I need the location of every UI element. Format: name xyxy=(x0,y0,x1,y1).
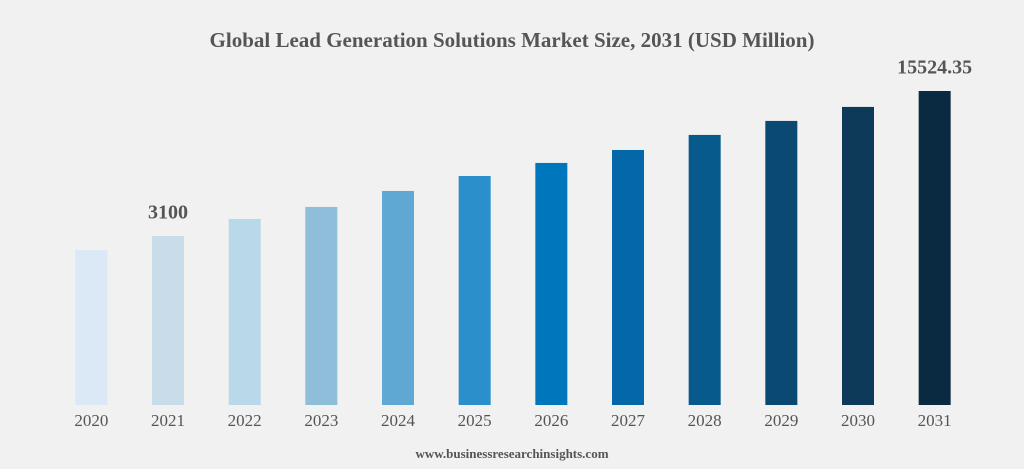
bar xyxy=(228,218,261,405)
bar xyxy=(305,206,338,405)
bar xyxy=(612,149,644,405)
x-tick-label: 2023 xyxy=(304,411,338,430)
x-tick-label: 2025 xyxy=(458,411,492,430)
x-tick-label: 2027 xyxy=(611,411,646,430)
x-tick-label: 2026 xyxy=(534,411,568,430)
chart-title: Global Lead Generation Solutions Market … xyxy=(210,28,815,52)
bar xyxy=(75,250,108,405)
bar xyxy=(842,106,874,406)
bar xyxy=(382,190,414,405)
data-label: 15524.35 xyxy=(897,57,972,79)
x-tick-label: 2028 xyxy=(688,411,722,430)
x-tick-label: 2030 xyxy=(841,411,875,430)
x-tick-label: 2029 xyxy=(764,411,798,430)
x-tick-label: 2031 xyxy=(918,411,952,430)
x-tick-label: 2024 xyxy=(381,411,416,430)
x-tick-label: 2020 xyxy=(74,411,108,430)
x-tick-label: 2021 xyxy=(151,411,185,430)
bar xyxy=(918,91,951,405)
bar xyxy=(765,120,798,405)
x-tick-label: 2022 xyxy=(228,411,262,430)
source-note: www.businessresearchinsights.com xyxy=(415,446,608,461)
bar xyxy=(152,236,184,405)
bar xyxy=(688,134,721,405)
bar xyxy=(458,176,491,405)
bar xyxy=(535,162,568,405)
data-label: 3100 xyxy=(148,202,188,224)
